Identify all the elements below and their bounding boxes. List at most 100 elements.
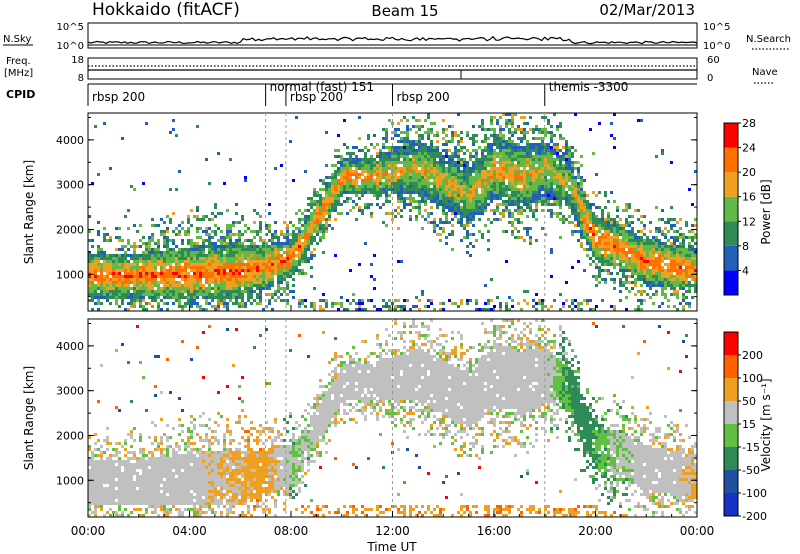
power-cell bbox=[235, 263, 238, 266]
power-cell bbox=[565, 191, 568, 194]
power-cell bbox=[415, 164, 418, 167]
power-cell bbox=[301, 272, 304, 275]
velocity-cell bbox=[121, 496, 124, 499]
power-cell bbox=[679, 287, 682, 290]
power-cell bbox=[667, 263, 670, 266]
power-cell bbox=[286, 263, 289, 266]
velocity-cell bbox=[103, 514, 106, 517]
power-cell bbox=[349, 191, 352, 194]
velocity-cell bbox=[91, 457, 94, 460]
power-cell bbox=[685, 248, 688, 251]
power-cell bbox=[310, 227, 313, 230]
velocity-cell bbox=[106, 457, 109, 460]
velocity-cell bbox=[91, 454, 94, 457]
power-cell bbox=[199, 257, 202, 260]
power-cell bbox=[334, 191, 337, 194]
power-cell bbox=[232, 224, 235, 227]
power-cell bbox=[640, 251, 643, 254]
power-cell bbox=[448, 203, 451, 206]
power-cell bbox=[154, 281, 157, 284]
velocity-cell bbox=[121, 463, 124, 466]
power-cell bbox=[271, 284, 274, 287]
power-cell bbox=[544, 233, 547, 236]
power-cell bbox=[268, 284, 271, 287]
power-cell bbox=[691, 269, 694, 272]
power-cell bbox=[373, 179, 376, 182]
power-cell bbox=[343, 164, 346, 167]
velocity-cell bbox=[103, 472, 106, 475]
power-cell bbox=[517, 203, 520, 206]
power-cell bbox=[241, 290, 244, 293]
power-cell bbox=[310, 233, 313, 236]
power-cell bbox=[535, 161, 538, 164]
power-cell bbox=[277, 248, 280, 251]
power-cell bbox=[319, 206, 322, 209]
power-cell bbox=[490, 155, 493, 158]
power-cell bbox=[490, 170, 493, 173]
power-cell bbox=[604, 233, 607, 236]
power-cell bbox=[400, 191, 403, 194]
power-cell bbox=[94, 125, 97, 128]
nave-tick-top: 60 bbox=[707, 55, 720, 66]
power-cell bbox=[88, 215, 91, 218]
power-cell bbox=[268, 227, 271, 230]
power-cell bbox=[286, 266, 289, 269]
power-cell bbox=[157, 284, 160, 287]
power-cell bbox=[127, 260, 130, 263]
power-cell bbox=[364, 206, 367, 209]
power-cell bbox=[544, 179, 547, 182]
power-cell bbox=[334, 206, 337, 209]
power-cell bbox=[664, 275, 667, 278]
power-cell bbox=[526, 302, 529, 305]
power-cell bbox=[136, 287, 139, 290]
power-cell bbox=[604, 239, 607, 242]
power-cell bbox=[469, 233, 472, 236]
power-cell bbox=[310, 206, 313, 209]
power-cell bbox=[406, 131, 409, 134]
power-cell bbox=[466, 215, 469, 218]
power-cell bbox=[556, 167, 559, 170]
power-cell bbox=[460, 146, 463, 149]
power-cell bbox=[421, 194, 424, 197]
power-cell bbox=[505, 191, 508, 194]
power-cell bbox=[670, 275, 673, 278]
power-cell bbox=[541, 158, 544, 161]
power-cell bbox=[613, 200, 616, 203]
power-cell bbox=[427, 137, 430, 140]
power-cell bbox=[544, 182, 547, 185]
power-cell bbox=[682, 242, 685, 245]
power-cell bbox=[667, 278, 670, 281]
power-cell bbox=[148, 281, 151, 284]
power-cell bbox=[442, 158, 445, 161]
power-cell bbox=[532, 164, 535, 167]
velocity-cell bbox=[88, 502, 91, 505]
power-cell bbox=[580, 308, 583, 311]
power-cell bbox=[493, 179, 496, 182]
power-cell bbox=[355, 155, 358, 158]
power-cell bbox=[499, 149, 502, 152]
power-cell bbox=[508, 113, 511, 116]
power-cell bbox=[181, 269, 184, 272]
power-cell bbox=[199, 275, 202, 278]
power-cell bbox=[562, 137, 565, 140]
power-cell bbox=[322, 179, 325, 182]
power-cell bbox=[328, 206, 331, 209]
power-cell bbox=[196, 263, 199, 266]
power-cell bbox=[466, 170, 469, 173]
power-cell bbox=[316, 212, 319, 215]
power-cell bbox=[478, 167, 481, 170]
power-cell bbox=[88, 293, 91, 296]
power-cell bbox=[685, 257, 688, 260]
power-cell bbox=[385, 158, 388, 161]
power-cell bbox=[133, 263, 136, 266]
power-cell bbox=[379, 167, 382, 170]
velocity-cell bbox=[109, 487, 112, 490]
power-cell bbox=[115, 302, 118, 305]
power-cell bbox=[685, 224, 688, 227]
power-cell bbox=[154, 260, 157, 263]
power-cell bbox=[511, 179, 514, 182]
power-cell bbox=[562, 302, 565, 305]
power-cell bbox=[409, 188, 412, 191]
power-cell bbox=[202, 242, 205, 245]
power-cell bbox=[406, 149, 409, 152]
